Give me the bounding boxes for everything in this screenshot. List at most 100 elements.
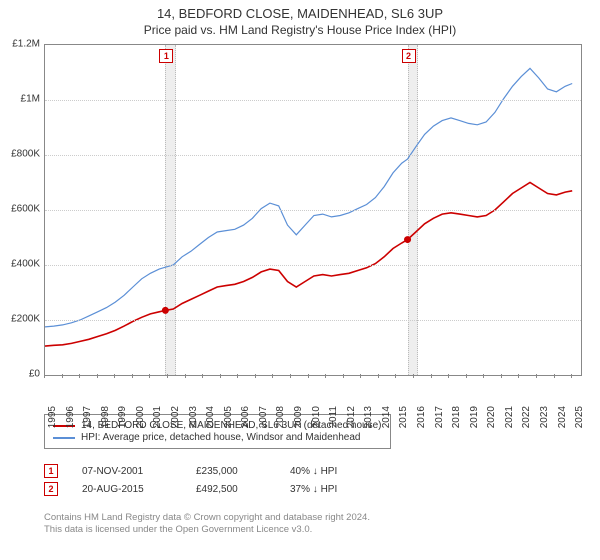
x-tick — [554, 374, 555, 378]
title-block: 14, BEDFORD CLOSE, MAIDENHEAD, SL6 3UP P… — [0, 0, 600, 37]
x-tick — [97, 374, 98, 378]
footer-line: This data is licensed under the Open Gov… — [44, 524, 370, 536]
gridline — [45, 100, 581, 101]
y-axis-label: £1.2M — [12, 39, 40, 50]
x-tick — [308, 374, 309, 378]
x-tick — [448, 374, 449, 378]
title-address: 14, BEDFORD CLOSE, MAIDENHEAD, SL6 3UP — [0, 6, 600, 21]
x-axis-label: 2003 — [188, 406, 199, 428]
x-axis-label: 2018 — [451, 406, 462, 428]
x-axis-label: 2019 — [469, 406, 480, 428]
sale-date: 07-NOV-2001 — [82, 466, 172, 477]
x-tick — [290, 374, 291, 378]
x-tick — [237, 374, 238, 378]
sales-row: 1 07-NOV-2001 £235,000 40% ↓ HPI — [44, 464, 370, 478]
gridline — [45, 265, 581, 266]
sale-date: 20-AUG-2015 — [82, 484, 172, 495]
gridline — [45, 320, 581, 321]
title-subtitle: Price paid vs. HM Land Registry's House … — [0, 23, 600, 37]
gridline — [45, 155, 581, 156]
sale-diff: 37% ↓ HPI — [290, 484, 370, 495]
y-axis-label: £800K — [11, 149, 40, 160]
sale-diff: 40% ↓ HPI — [290, 466, 370, 477]
x-tick — [202, 374, 203, 378]
x-tick — [518, 374, 519, 378]
x-axis-label: 2012 — [346, 406, 357, 428]
x-tick — [343, 374, 344, 378]
x-tick — [395, 374, 396, 378]
x-tick — [149, 374, 150, 378]
x-tick — [132, 374, 133, 378]
gridline — [45, 210, 581, 211]
sales-table: 1 07-NOV-2001 £235,000 40% ↓ HPI 2 20-AU… — [44, 460, 370, 500]
y-axis-label: £400K — [11, 259, 40, 270]
x-axis-label: 2008 — [275, 406, 286, 428]
x-tick — [571, 374, 572, 378]
x-tick — [483, 374, 484, 378]
x-axis-label: 2021 — [504, 406, 515, 428]
sale-price: £235,000 — [196, 466, 266, 477]
plot-area: 12 — [44, 44, 582, 376]
x-axis-label: 2007 — [258, 406, 269, 428]
series-hpi — [45, 68, 572, 327]
x-axis-label: 2005 — [223, 406, 234, 428]
x-tick — [255, 374, 256, 378]
x-axis-label: 2015 — [398, 406, 409, 428]
x-axis-label: 2025 — [574, 406, 585, 428]
sales-row: 2 20-AUG-2015 £492,500 37% ↓ HPI — [44, 482, 370, 496]
legend-label: HPI: Average price, detached house, Wind… — [81, 432, 360, 443]
x-tick — [325, 374, 326, 378]
x-tick — [501, 374, 502, 378]
sale-marker: 1 — [159, 49, 173, 63]
chart-container: 14, BEDFORD CLOSE, MAIDENHEAD, SL6 3UP P… — [0, 0, 600, 560]
x-tick — [466, 374, 467, 378]
x-tick — [185, 374, 186, 378]
series-point — [162, 307, 169, 314]
x-axis-label: 2011 — [328, 406, 339, 428]
x-axis-label: 2023 — [539, 406, 550, 428]
x-tick — [62, 374, 63, 378]
y-axis-label: £0 — [29, 369, 40, 380]
x-axis-label: 2000 — [135, 406, 146, 428]
x-axis-label: 2022 — [521, 406, 532, 428]
x-axis-label: 2014 — [381, 406, 392, 428]
x-tick — [272, 374, 273, 378]
x-axis-label: 2006 — [240, 406, 251, 428]
x-axis-label: 2010 — [311, 406, 322, 428]
x-tick — [536, 374, 537, 378]
x-axis-label: 1999 — [117, 406, 128, 428]
legend-swatch — [53, 437, 75, 439]
x-tick — [44, 374, 45, 378]
x-axis-label: 2020 — [486, 406, 497, 428]
x-axis-label: 1998 — [100, 406, 111, 428]
x-axis-label: 1995 — [47, 406, 58, 428]
x-axis-label: 1997 — [82, 406, 93, 428]
x-axis-label: 2024 — [557, 406, 568, 428]
x-tick — [167, 374, 168, 378]
x-axis-label: 2004 — [205, 406, 216, 428]
x-axis-label: 2009 — [293, 406, 304, 428]
x-tick — [79, 374, 80, 378]
sale-marker-icon: 1 — [44, 464, 58, 478]
x-tick — [114, 374, 115, 378]
sale-marker-icon: 2 — [44, 482, 58, 496]
footer-line: Contains HM Land Registry data © Crown c… — [44, 512, 370, 524]
sale-price: £492,500 — [196, 484, 266, 495]
legend-item: HPI: Average price, detached house, Wind… — [53, 432, 382, 443]
x-axis-label: 1996 — [65, 406, 76, 428]
x-axis-label: 2001 — [152, 406, 163, 428]
y-axis-label: £200K — [11, 314, 40, 325]
x-axis-label: 2013 — [363, 406, 374, 428]
x-tick — [360, 374, 361, 378]
x-axis-label: 2016 — [416, 406, 427, 428]
x-tick — [220, 374, 221, 378]
x-tick — [413, 374, 414, 378]
x-tick — [431, 374, 432, 378]
x-tick — [378, 374, 379, 378]
x-axis-label: 2002 — [170, 406, 181, 428]
y-axis-label: £1M — [21, 94, 40, 105]
sale-marker: 2 — [402, 49, 416, 63]
series-point — [404, 236, 411, 243]
x-axis-label: 2017 — [434, 406, 445, 428]
footer-attribution: Contains HM Land Registry data © Crown c… — [44, 512, 370, 537]
